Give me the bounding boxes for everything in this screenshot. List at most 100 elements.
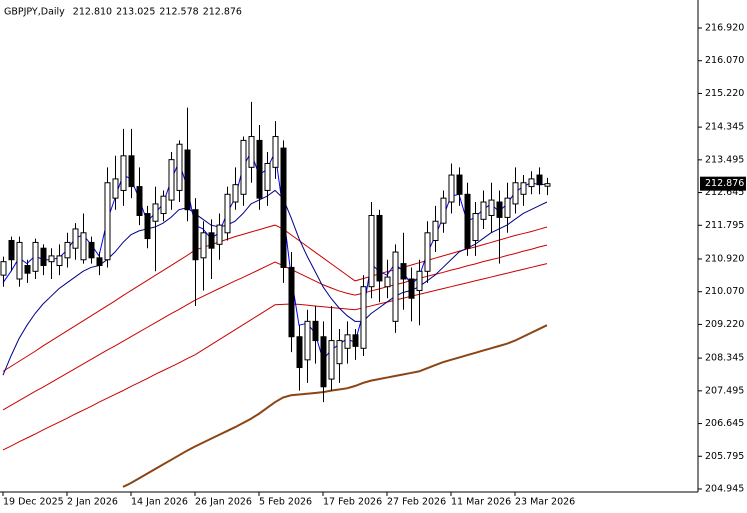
candle-body xyxy=(32,241,39,272)
x-tick-label: 19 Dec 2025 xyxy=(3,497,64,508)
candle-body xyxy=(192,209,199,261)
candle-body xyxy=(0,261,7,276)
header-price: 212.578 xyxy=(159,7,198,18)
candle-body xyxy=(80,232,87,261)
candle-body xyxy=(72,228,79,249)
candle-body xyxy=(112,178,119,199)
plot-area xyxy=(0,101,551,488)
candle-body xyxy=(200,232,207,259)
candle-body xyxy=(208,232,215,249)
candle-body xyxy=(240,139,247,195)
moving-average-line xyxy=(2,189,548,376)
y-tick-label: 216.920 xyxy=(705,22,744,33)
candle-body xyxy=(176,143,183,191)
candle-body xyxy=(544,183,551,187)
candle-body xyxy=(64,241,71,259)
candle-body xyxy=(376,214,383,282)
candle-body xyxy=(360,286,367,349)
moving-average-line xyxy=(2,224,548,372)
y-tick-label: 210.920 xyxy=(705,253,744,264)
candle-body xyxy=(424,232,431,272)
current-price-label: 212.876 xyxy=(705,178,744,189)
candle-body xyxy=(88,241,95,259)
candle-body xyxy=(488,199,495,216)
candle-body xyxy=(264,162,271,191)
y-tick-label: 206.645 xyxy=(705,418,744,429)
candle-body xyxy=(456,174,463,195)
candle-body xyxy=(416,270,423,292)
x-tick-label: 27 Feb 2026 xyxy=(387,497,446,508)
y-tick-label: 209.220 xyxy=(705,319,744,330)
candle-body xyxy=(136,186,143,216)
y-tick-label: 210.070 xyxy=(705,286,744,297)
x-tick-label: 23 Mar 2026 xyxy=(515,497,575,508)
candle-body xyxy=(96,257,103,267)
candle-body xyxy=(344,334,351,349)
x-tick-label: 17 Feb 2026 xyxy=(323,497,382,508)
candle-body xyxy=(16,241,23,280)
y-tick-label: 211.795 xyxy=(705,220,744,231)
y-tick-label: 207.495 xyxy=(705,385,744,396)
candle-body xyxy=(160,195,167,215)
candle-body xyxy=(272,136,279,168)
y-tick-label: 216.070 xyxy=(705,55,744,66)
candle-body xyxy=(320,336,327,388)
candle-body xyxy=(224,193,231,234)
candle-body xyxy=(144,213,151,240)
header-price: 212.810 xyxy=(73,7,112,18)
candle-body xyxy=(296,336,303,369)
candle-body xyxy=(168,159,175,201)
candle-body xyxy=(56,255,63,267)
moving-average-line xyxy=(122,324,548,488)
candle-body xyxy=(504,197,511,218)
candle-body xyxy=(496,201,503,218)
candle-body xyxy=(336,340,343,365)
candle-body xyxy=(120,155,127,191)
y-tick-label: 213.495 xyxy=(705,154,744,165)
moving-average-line xyxy=(2,263,548,451)
candle-body xyxy=(288,266,295,338)
candle-body xyxy=(448,174,455,203)
x-tick-label: 14 Jan 2026 xyxy=(131,497,188,508)
y-tick-label: 214.345 xyxy=(705,122,744,133)
candle-body xyxy=(248,136,255,168)
candle-body xyxy=(464,193,471,249)
candle-body xyxy=(440,197,447,224)
y-tick-label: 204.945 xyxy=(705,483,744,494)
y-tick-label: 205.795 xyxy=(705,451,744,462)
candle-body xyxy=(432,220,439,241)
candle-body xyxy=(512,182,519,205)
candle-body xyxy=(216,224,223,245)
candle-body xyxy=(472,213,479,241)
header: GBPJPY,Daily 212.810 213.025 212.578 212.87… xyxy=(4,7,242,18)
y-tick-label: 215.220 xyxy=(705,88,744,99)
current-price-box xyxy=(700,176,746,191)
y-tick-label: 212.645 xyxy=(705,187,744,198)
candle-body xyxy=(520,182,527,195)
candle-body xyxy=(48,255,55,263)
header-price: 212.876 xyxy=(203,7,242,18)
chart-title: GBPJPY,Daily xyxy=(4,7,65,18)
candle-body xyxy=(152,203,159,222)
candle-body xyxy=(128,155,135,188)
candle-body xyxy=(184,149,191,211)
candle-body xyxy=(480,201,487,220)
candle-body xyxy=(8,239,15,261)
candle-body xyxy=(232,184,239,203)
candle-body xyxy=(400,263,407,280)
x-tick-label: 26 Jan 2026 xyxy=(195,497,252,508)
candle-body xyxy=(24,265,31,274)
candle-body xyxy=(104,182,111,261)
x-tick-label: 11 Mar 2026 xyxy=(451,497,511,508)
candle-body xyxy=(392,251,399,322)
candle-body xyxy=(528,178,535,188)
candle-body xyxy=(328,340,335,380)
header-price: 213.025 xyxy=(116,7,155,18)
candle-body xyxy=(40,247,47,267)
candle-body xyxy=(304,320,311,361)
candle-body xyxy=(384,276,391,288)
moving-average-line xyxy=(2,244,548,411)
candle-body xyxy=(280,147,287,268)
candle-body xyxy=(312,320,319,342)
